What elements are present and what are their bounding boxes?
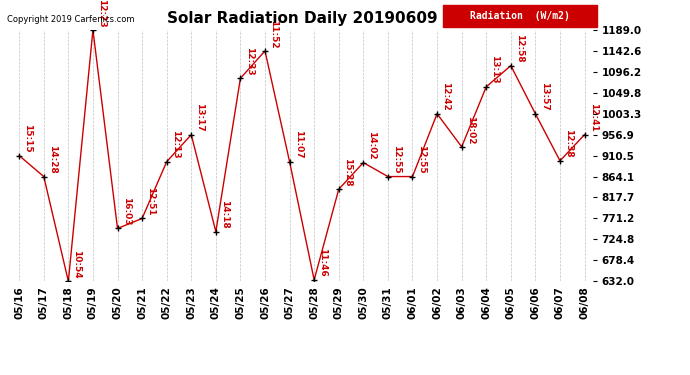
Text: 13:17: 13:17 [195, 103, 204, 132]
Text: Copyright 2019 Carfenics.com: Copyright 2019 Carfenics.com [7, 15, 135, 24]
Text: 14:28: 14:28 [48, 145, 57, 174]
Title: Solar Radiation Daily 20190609: Solar Radiation Daily 20190609 [166, 11, 437, 26]
Text: 13:57: 13:57 [540, 82, 549, 111]
Text: 12:41: 12:41 [589, 103, 598, 132]
Text: 15:28: 15:28 [343, 158, 352, 186]
Text: 14:02: 14:02 [368, 131, 377, 160]
Text: 11:07: 11:07 [294, 130, 303, 159]
Text: 11:52: 11:52 [269, 20, 278, 48]
Text: 12:42: 12:42 [441, 82, 451, 111]
Text: 15:15: 15:15 [23, 124, 32, 153]
Bar [444, 5, 597, 27]
Text: Radiation  (W/m2): Radiation (W/m2) [470, 11, 570, 21]
Text: 12:58: 12:58 [515, 34, 524, 63]
Text: 12:33: 12:33 [244, 47, 254, 75]
Text: 12:55: 12:55 [417, 145, 426, 174]
Text: 14:18: 14:18 [220, 200, 229, 229]
Text: 12:55: 12:55 [392, 145, 401, 174]
Text: 12:23: 12:23 [97, 0, 106, 27]
Text: 11:46: 11:46 [318, 248, 327, 277]
Text: 12:51: 12:51 [146, 187, 155, 216]
Text: 16:03: 16:03 [121, 197, 130, 226]
Text: 12:38: 12:38 [564, 129, 573, 158]
Text: 18:02: 18:02 [466, 116, 475, 144]
Text: 13:13: 13:13 [491, 56, 500, 84]
Text: 12:13: 12:13 [171, 130, 180, 159]
Text: 10:54: 10:54 [72, 250, 81, 279]
